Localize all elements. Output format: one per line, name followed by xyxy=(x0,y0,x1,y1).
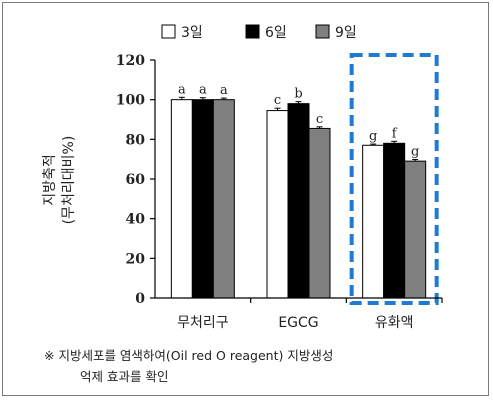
bar-3-2 xyxy=(383,142,406,299)
legend-swatch-1 xyxy=(161,24,176,39)
y-tick-label: 20 xyxy=(126,251,146,267)
x-category-label: EGCG xyxy=(278,315,318,331)
bar-1-3 xyxy=(212,99,235,299)
x-category-label: 유화액 xyxy=(375,315,414,331)
x-category-label: 무처리구 xyxy=(177,315,229,331)
significance-letter: c xyxy=(274,93,281,108)
bar-2-2 xyxy=(287,103,310,299)
legend-label-3: 9일 xyxy=(335,25,357,41)
legend-swatch-2 xyxy=(245,24,260,39)
bar-3-1 xyxy=(362,144,385,299)
significance-letter: g xyxy=(411,145,419,160)
bar-1-2 xyxy=(191,99,214,299)
significance-letter: c xyxy=(316,112,323,127)
y-axis-label-line1: 지방축적 xyxy=(42,154,58,206)
significance-letter: a xyxy=(199,83,207,98)
y-axis-label: 지방축적 (무처리대비%) xyxy=(42,136,77,225)
bar-1-1 xyxy=(170,99,193,299)
highlight-dashed-box xyxy=(349,53,439,305)
y-tick-label: 60 xyxy=(126,172,146,188)
significance-letter: a xyxy=(220,83,228,98)
y-tick-label: 80 xyxy=(126,132,146,148)
significance-letter: b xyxy=(294,87,302,102)
highlight-box xyxy=(349,53,439,305)
y-tick-label: 100 xyxy=(116,93,145,109)
y-tick-label: 120 xyxy=(116,53,145,69)
bar-2-3 xyxy=(308,127,331,299)
legend-swatch-3 xyxy=(315,24,330,39)
significance-letter: a xyxy=(178,82,186,97)
legend-label-1: 3일 xyxy=(181,25,203,41)
note-line-1: ※ 지방세포를 염색하여(Oil red O reagent) 지방생성 xyxy=(44,348,334,363)
x-axis: 무처리구 EGCG 유화액 xyxy=(155,297,443,331)
y-axis: 0 20 40 60 80 100 120 xyxy=(116,53,156,307)
note-line-2: 억제 효과를 확인 xyxy=(80,369,169,384)
bar-3-3 xyxy=(404,160,427,299)
legend-label-2: 6일 xyxy=(265,25,287,41)
y-tick-label: 40 xyxy=(126,212,146,228)
significance-letter: g xyxy=(369,129,377,144)
y-axis-label-line2: (무처리대비%) xyxy=(61,136,77,225)
legend: 3일 6일 9일 xyxy=(161,24,357,41)
y-tick-label: 0 xyxy=(135,291,145,307)
bars: a a ac bcg fg xyxy=(170,82,427,299)
significance-letter: f xyxy=(392,126,398,141)
bar-2-1 xyxy=(266,110,289,299)
